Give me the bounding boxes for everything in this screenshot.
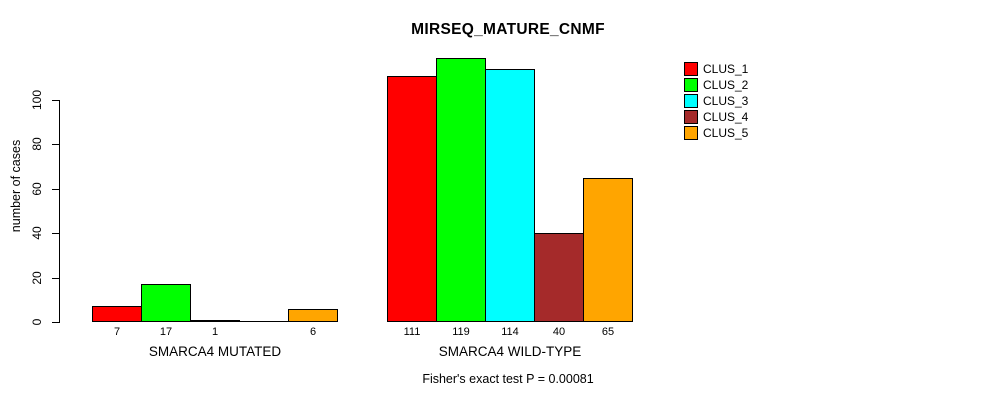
y-tick: [52, 144, 59, 145]
y-tick: [52, 100, 59, 101]
legend-label: CLUS_1: [703, 62, 749, 76]
fisher-test-annotation: Fisher's exact test P = 0.00081: [422, 372, 594, 386]
x-group-label-mutated: SMARCA4 MUTATED: [148, 344, 282, 359]
legend-label: CLUS_4: [703, 110, 749, 124]
bar-value-label: 6: [309, 326, 317, 338]
legend-label: CLUS_3: [703, 94, 749, 108]
bar: [583, 178, 633, 322]
y-tick-label: 100: [30, 89, 44, 111]
bar: [190, 320, 240, 322]
bar-value-label: 40: [552, 326, 566, 338]
bar-value-label: 17: [159, 326, 173, 338]
legend-item: CLUS_2: [684, 77, 748, 93]
bar-value-label: 7: [113, 326, 121, 338]
y-tick-label: 20: [30, 271, 44, 285]
legend-item: CLUS_4: [684, 109, 748, 125]
bar: [436, 58, 486, 322]
legend-item: CLUS_1: [684, 61, 748, 77]
legend-label: CLUS_5: [703, 126, 749, 140]
y-tick: [52, 322, 59, 323]
y-tick: [52, 278, 59, 279]
y-axis: [59, 100, 60, 323]
legend-swatch: [684, 126, 698, 140]
bar-value-label: 111: [403, 326, 421, 338]
bar: [288, 309, 338, 322]
legend: CLUS_1 CLUS_2 CLUS_3 CLUS_4 CLUS_5: [684, 61, 748, 141]
bar-value-label: 119: [452, 326, 470, 338]
bar: [92, 306, 142, 322]
bar: [141, 284, 191, 322]
bar-value-label: 1: [211, 326, 219, 338]
legend-swatch: [684, 110, 698, 124]
chart-title: MIRSEQ_MATURE_CNMF: [411, 21, 605, 38]
y-tick-label: 80: [30, 137, 44, 151]
legend-swatch: [684, 78, 698, 92]
legend-item: CLUS_5: [684, 125, 748, 141]
bar: [239, 321, 289, 322]
bar-value-label: 65: [601, 326, 615, 338]
legend-item: CLUS_3: [684, 93, 748, 109]
y-tick: [52, 233, 59, 234]
bar: [534, 233, 584, 322]
y-tick: [52, 189, 59, 190]
y-tick-label: 40: [30, 226, 44, 240]
bar: [387, 76, 437, 322]
bar-value-label: 114: [501, 326, 519, 338]
y-tick-label: 60: [30, 182, 44, 196]
y-tick-label: 0: [30, 318, 44, 326]
bar: [485, 69, 535, 322]
legend-swatch: [684, 62, 698, 76]
legend-label: CLUS_2: [703, 78, 749, 92]
legend-swatch: [684, 94, 698, 108]
x-group-label-wildtype: SMARCA4 WILD-TYPE: [438, 344, 582, 359]
